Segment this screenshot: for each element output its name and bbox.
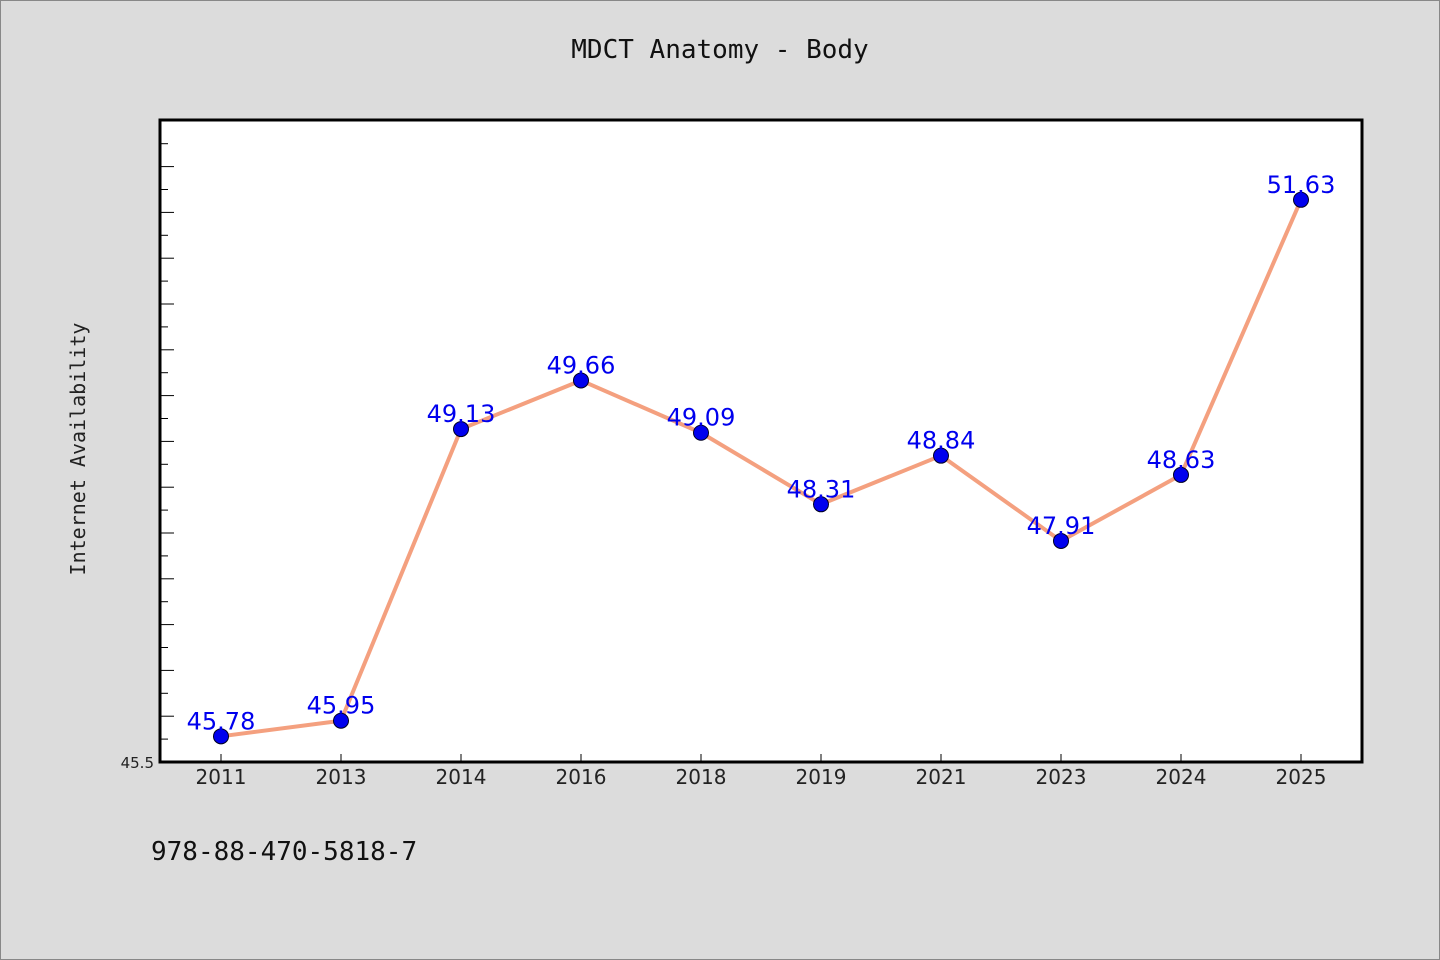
data-label: 51.63	[1267, 171, 1336, 199]
data-label: 49.09	[667, 404, 736, 432]
data-point	[933, 447, 949, 464]
data-point	[213, 728, 229, 745]
data-label: 45.95	[307, 692, 376, 720]
x-tick-label: 2025	[1276, 765, 1327, 789]
footer-code: 978-88-470-5818-7	[151, 837, 418, 867]
x-tick-label: 2021	[916, 765, 967, 789]
x-tick-label: 2016	[556, 765, 607, 789]
data-point	[573, 372, 589, 389]
data-point	[333, 712, 349, 729]
data-label: 48.31	[787, 475, 856, 503]
data-point	[453, 421, 469, 438]
data-label: 47.91	[1027, 512, 1096, 540]
data-label: 48.84	[907, 427, 976, 455]
data-point	[1053, 532, 1069, 549]
chart-title: MDCT Anatomy - Body	[571, 35, 869, 65]
data-label: 49.13	[427, 400, 496, 428]
data-label: 49.66	[547, 351, 616, 379]
y-tick-label: 45.5	[121, 754, 154, 772]
series-line	[220, 198, 1303, 739]
x-tick-label: 2013	[316, 765, 367, 789]
x-axis-ticks: 2011 2013 2014 2016 2018 2019 2021 2023 2024 2025	[196, 754, 1327, 789]
data-label: 45.78	[187, 707, 256, 735]
x-tick-label: 2023	[1036, 765, 1087, 789]
data-point	[693, 424, 709, 441]
y-axis-ticks: 45.5	[121, 143, 174, 772]
data-point	[813, 496, 829, 513]
x-tick-label: 2011	[196, 765, 247, 789]
series-layer: 45.78 45.95 49.13 49.66 49.09 48.31 48.84 47.91…	[187, 171, 1336, 745]
data-label: 48.63	[1147, 446, 1216, 474]
data-point	[1173, 466, 1189, 483]
data-point	[1293, 191, 1309, 208]
plot-area	[158, 118, 1364, 764]
x-tick-label: 2014	[436, 765, 487, 789]
x-tick-label: 2018	[676, 765, 727, 789]
x-tick-label: 2024	[1156, 765, 1207, 789]
x-tick-label: 2019	[796, 765, 847, 789]
